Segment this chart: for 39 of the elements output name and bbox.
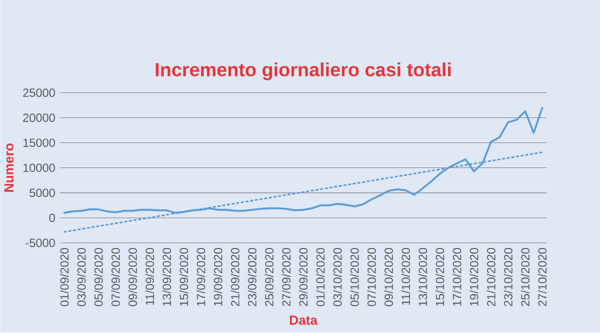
y-tick-label: 15000 <box>23 138 55 148</box>
chart-title: Incremento giornaliero casi totali <box>156 62 451 80</box>
x-tick-label: 03/10/2020 <box>333 248 342 306</box>
x-tick-label: 09/09/2020 <box>128 248 137 306</box>
y-tick-label: 20000 <box>23 114 55 122</box>
x-tick-label: 05/09/2020 <box>94 248 103 306</box>
y-tick-label: 10000 <box>23 164 55 172</box>
x-tick-label: 21/10/2020 <box>486 248 496 306</box>
x-tick-label: 29/09/2020 <box>298 248 308 306</box>
x-tick-label: 01/09/2020 <box>60 248 69 306</box>
x-tick-label: 13/10/2020 <box>418 248 428 306</box>
x-tick-label: 21/09/2020 <box>230 248 240 306</box>
x-tick-label: 03/09/2020 <box>77 248 86 306</box>
x-tick-label: 23/10/2020 <box>504 248 512 306</box>
x-tick-label: 25/10/2020 <box>520 248 530 306</box>
x-tick-label: 05/10/2020 <box>350 248 359 306</box>
x-tick-label: 11/09/2020 <box>145 248 154 306</box>
x-tick-label: 15/09/2020 <box>179 248 188 306</box>
x-tick-label: 19/10/2020 <box>470 248 478 306</box>
y-axis-title: Numero <box>4 144 14 192</box>
x-axis-title: Data <box>290 316 318 326</box>
x-tick-label: 07/09/2020 <box>111 248 120 306</box>
x-tick-label: 19/09/2020 <box>214 248 222 306</box>
x-tick-label: 07/10/2020 <box>367 248 376 306</box>
x-tick-label: 09/10/2020 <box>384 248 393 306</box>
x-tick-label: 27/10/2020 <box>538 248 547 306</box>
x-tick-label: 01/10/2020 <box>316 248 325 306</box>
x-tick-label: 17/10/2020 <box>452 248 462 306</box>
x-tick-label: 25/09/2020 <box>264 248 274 306</box>
x-tick-label: 15/10/2020 <box>435 248 444 306</box>
x-tick-label: 27/09/2020 <box>282 248 291 306</box>
x-tick-label: 11/10/2020 <box>401 248 410 306</box>
x-tick-label: 17/09/2020 <box>196 248 206 306</box>
y-tick-label: 25000 <box>23 88 55 98</box>
y-tick-label: 5000 <box>30 188 55 198</box>
y-tick-label: 0 <box>49 214 55 222</box>
x-tick-label: 13/09/2020 <box>162 248 172 306</box>
y-tick-label: -5000 <box>26 238 55 248</box>
x-tick-label: 23/09/2020 <box>248 248 256 306</box>
